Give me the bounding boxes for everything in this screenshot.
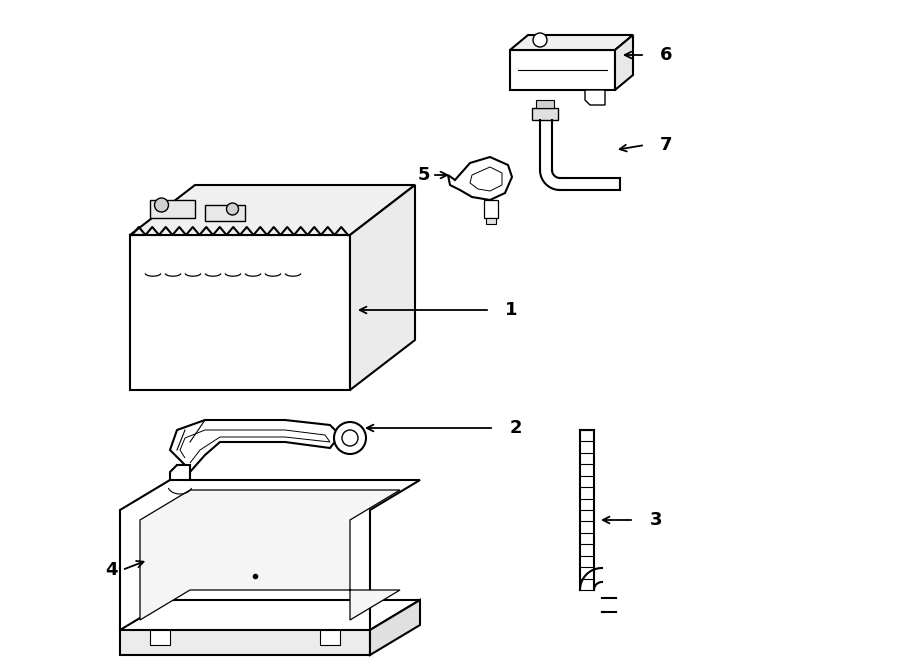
Polygon shape	[615, 35, 633, 90]
Polygon shape	[510, 35, 633, 50]
Bar	[150, 630, 170, 645]
Polygon shape	[170, 420, 340, 472]
Bar	[532, 108, 558, 120]
Text: 6: 6	[660, 46, 672, 64]
Polygon shape	[120, 630, 370, 655]
Polygon shape	[140, 490, 400, 620]
Bar	[320, 630, 340, 645]
Bar	[484, 200, 498, 218]
Polygon shape	[170, 465, 190, 488]
Polygon shape	[448, 157, 512, 200]
Bar	[486, 218, 496, 224]
Polygon shape	[370, 600, 420, 655]
Circle shape	[227, 203, 239, 215]
Polygon shape	[130, 235, 350, 390]
Text: 1: 1	[505, 301, 518, 319]
Polygon shape	[120, 480, 420, 630]
Text: 5: 5	[418, 166, 430, 184]
Polygon shape	[130, 185, 415, 235]
Text: 3: 3	[650, 511, 662, 529]
Circle shape	[155, 198, 168, 212]
Bar	[536, 100, 554, 108]
Text: 4: 4	[105, 561, 118, 579]
Circle shape	[533, 33, 547, 47]
Text: 7: 7	[660, 136, 672, 154]
Text: 2: 2	[510, 419, 523, 437]
Polygon shape	[585, 90, 605, 105]
Polygon shape	[350, 185, 415, 390]
Polygon shape	[149, 200, 194, 218]
Polygon shape	[510, 50, 615, 90]
Circle shape	[334, 422, 366, 454]
Polygon shape	[204, 205, 245, 221]
